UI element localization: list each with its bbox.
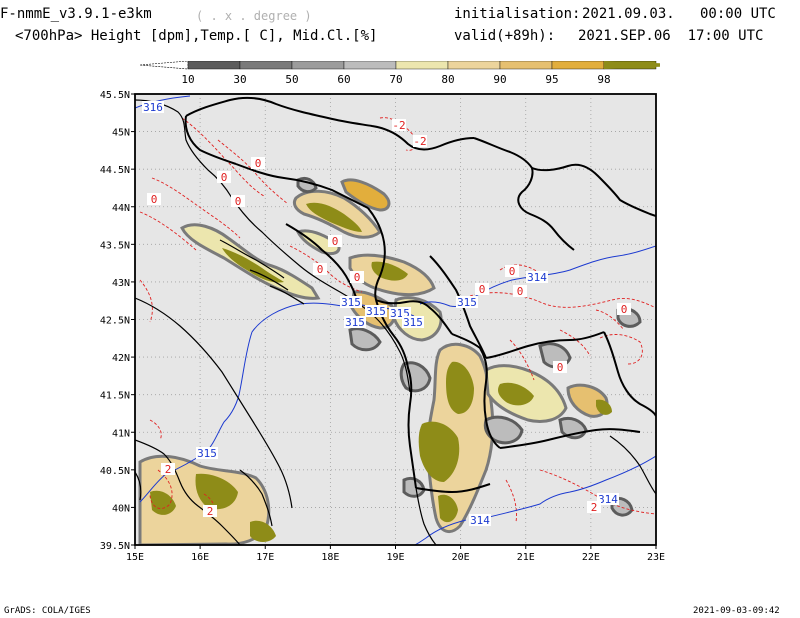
lon-label: 21E <box>517 552 535 563</box>
height-contour-label: 315 <box>345 316 365 329</box>
temperature-contour-label: 0 <box>332 235 339 248</box>
cloud-patch <box>222 248 284 283</box>
coastlines <box>135 99 656 545</box>
cloud-patch <box>348 327 382 352</box>
colorbar-swatch <box>551 61 605 70</box>
height-contour-label: 314 <box>527 271 547 284</box>
lat-label: 44N <box>112 203 130 214</box>
colorbar-legend: 10 30 50 60 70 80 90 95 98 <box>140 61 660 86</box>
init-label: initialisation: <box>454 6 581 22</box>
temperature-contour-label: 0 <box>354 271 361 284</box>
temperature-contour-label: 0 <box>517 285 524 298</box>
cloud-patch <box>295 229 341 256</box>
colorbar-tick-label: 10 <box>181 73 194 86</box>
cloud-patch <box>150 490 176 515</box>
country-borders <box>184 96 656 494</box>
footer-credit: GrADS: COLA/IGES <box>4 606 91 616</box>
lon-label: 19E <box>386 552 404 563</box>
temperature-contour-label: 0 <box>317 263 324 276</box>
model-title: F-nmmE_v3.9.1-e3km <box>0 6 152 22</box>
valid-label: valid(+89h): <box>454 28 556 44</box>
cloud-patch <box>596 399 612 415</box>
temperature-contour-label: 0 <box>221 171 228 184</box>
colorbar-tick-label: 60 <box>337 73 350 86</box>
temperature-contour-label: 0 <box>479 283 486 296</box>
cloud-patch <box>250 520 276 542</box>
colorbar-tick-label: 90 <box>493 73 506 86</box>
field-description: <700hPa> Height [dpm],Temp.[ C], Mid.Cl.… <box>15 28 378 44</box>
colorbar-tick-label: 98 <box>597 73 610 86</box>
colorbar-swatch <box>395 61 449 70</box>
temperature-contour-label: 2 <box>165 463 172 476</box>
colorbar-swatch <box>239 61 293 70</box>
colorbar-swatch <box>343 61 397 70</box>
lat-label: 45N <box>112 128 130 139</box>
lat-label: 39.5N <box>100 541 130 552</box>
height-contour-label: 315 <box>341 296 361 309</box>
height-contour-label: 315 <box>457 296 477 309</box>
colorbar-tick-label: 70 <box>389 73 402 86</box>
colorbar-tick-label: 95 <box>545 73 558 86</box>
lon-label: 16E <box>191 552 209 563</box>
colorbar-tick-label: 50 <box>285 73 298 86</box>
cloud-patch <box>195 473 238 510</box>
temperature-contour-label: 0 <box>509 265 516 278</box>
cloud-patch <box>438 494 458 523</box>
colorbar-swatch <box>499 61 553 70</box>
lon-label: 15E <box>126 552 144 563</box>
temperature-contour-label: 0 <box>557 361 564 374</box>
temperature-contour-label: -2 <box>413 135 426 148</box>
footer-timestamp: 2021-09-03-09:42 <box>693 606 780 616</box>
lat-label: 41N <box>112 428 130 439</box>
temperature-contour-label: 2 <box>591 501 598 514</box>
lat-label: 42N <box>112 353 130 364</box>
lon-label: 20E <box>452 552 470 563</box>
lat-label: 45.5N <box>100 90 130 101</box>
temperature-contour-label: 2 <box>207 505 214 518</box>
lat-label: 40N <box>112 503 130 514</box>
height-contour-label: 314 <box>470 514 490 527</box>
temperature-contour-label: 0 <box>255 157 262 170</box>
lon-label: 18E <box>321 552 339 563</box>
colorbar-swatch <box>187 61 241 70</box>
cloud-patch <box>306 202 362 232</box>
temperature-contours <box>139 117 656 523</box>
cloud-patch <box>483 415 524 445</box>
lat-label: 43N <box>112 278 130 289</box>
temperature-contour-label: 0 <box>151 193 158 206</box>
height-contour-label: 316 <box>143 101 163 114</box>
temperature-contour-label: 0 <box>235 195 242 208</box>
temperature-contour-label: 0 <box>621 303 628 316</box>
lat-label: 41.5N <box>100 391 130 402</box>
cloud-patch <box>340 178 391 212</box>
lon-label: 22E <box>582 552 600 563</box>
colorbar-tick-label: 30 <box>233 73 246 86</box>
projection-note: ( . x . degree ) <box>196 9 312 23</box>
height-contour-label: 314 <box>598 493 618 506</box>
lon-label: 23E <box>647 552 665 563</box>
colorbar-high-arrow <box>604 61 660 69</box>
lon-label: 17E <box>256 552 274 563</box>
cloud-patch <box>498 382 534 406</box>
colorbar-swatch <box>447 61 501 70</box>
lat-label: 43.5N <box>100 240 130 251</box>
colorbar-low-arrow <box>140 61 189 70</box>
height-contour-label: 315 <box>197 447 217 460</box>
cloud-patch <box>418 421 460 482</box>
cloud-patch <box>446 361 474 414</box>
lat-label: 42.5N <box>100 316 130 327</box>
valid-value: 2021.SEP.06 17:00 UTC <box>578 28 764 44</box>
lat-label: 40.5N <box>100 466 130 477</box>
temperature-contour-label: -2 <box>392 119 405 132</box>
height-contour-label: 315 <box>366 305 386 318</box>
init-value: 2021.09.03. 00:00 UTC <box>582 6 776 22</box>
height-contour-label: 315 <box>403 316 423 329</box>
lat-label: 44.5N <box>100 165 130 176</box>
colorbar-tick-label: 80 <box>441 73 454 86</box>
colorbar-swatch <box>291 61 345 70</box>
